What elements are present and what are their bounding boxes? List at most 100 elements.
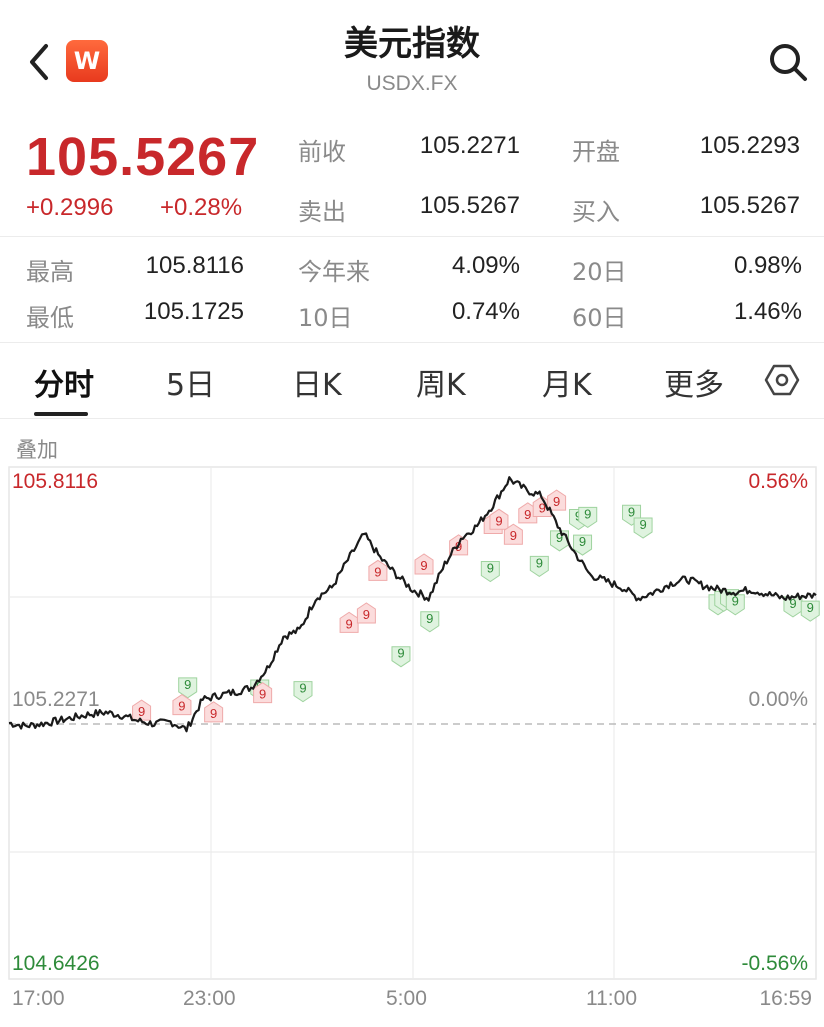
signal-marker-label: 9 xyxy=(732,594,739,609)
signal-marker-label: 9 xyxy=(510,528,517,543)
back-arrow-icon[interactable] xyxy=(24,40,54,84)
signal-marker-label: 9 xyxy=(807,600,814,615)
stats-panel: 最高 105.8116 今年来 4.09% 20日 0.98% 最低 105.1… xyxy=(0,240,824,340)
tab-weekly-k[interactable]: 周K xyxy=(416,368,466,403)
price-line xyxy=(8,476,817,733)
sell-signal-marker: 9 xyxy=(339,611,359,633)
page-title: 美元指数 xyxy=(344,24,480,64)
signal-marker-label: 9 xyxy=(374,564,381,579)
buy-signal-marker: 9 xyxy=(293,681,313,703)
divider xyxy=(0,418,824,419)
signal-marker-label: 9 xyxy=(495,513,502,528)
x-tick-label: 23:00 xyxy=(183,987,236,1010)
intraday-chart-svg: 9999999999999999999999999999999999 xyxy=(8,466,820,980)
sell-signal-marker: 9 xyxy=(532,495,552,518)
signal-marker-label: 9 xyxy=(210,706,217,721)
d10-label: 10日 xyxy=(298,304,353,332)
d60-value: 1.46% xyxy=(733,298,802,325)
buy-signal-marker: 9 xyxy=(725,594,745,616)
search-icon[interactable] xyxy=(766,40,810,84)
tab-intraday[interactable]: 分时 xyxy=(34,368,94,403)
settings-icon[interactable] xyxy=(764,362,800,398)
signal-marker-label: 9 xyxy=(397,646,404,661)
signal-marker-label: 9 xyxy=(178,699,185,714)
signal-marker-label: 9 xyxy=(789,596,796,611)
prev-close-value: 105.2271 xyxy=(419,132,520,159)
tab-more[interactable]: 更多 xyxy=(664,368,724,403)
buy-signal-marker: 9 xyxy=(549,530,569,552)
open-value: 105.2293 xyxy=(699,132,800,159)
signal-marker-label: 9 xyxy=(259,687,266,702)
buy-signal-marker: 9 xyxy=(480,561,500,583)
buy-signal-marker: 9 xyxy=(578,506,598,529)
bid-value: 105.5267 xyxy=(699,192,800,219)
open-label: 开盘 xyxy=(572,138,620,166)
signal-marker-label: 9 xyxy=(639,517,646,532)
y-min-label: 104.6426 xyxy=(12,952,100,975)
sell-signal-marker: 9 xyxy=(547,489,567,511)
current-price: 105.5267 xyxy=(26,127,260,187)
buy-signal-marker: 9 xyxy=(573,534,593,556)
sell-signal-marker: 9 xyxy=(253,682,273,704)
price-change: +0.2996 xyxy=(26,194,114,221)
signal-marker-label: 9 xyxy=(184,677,191,692)
x-tick-label: 16:59 xyxy=(759,987,812,1010)
intraday-chart: 9999999999999999999999999999999999 105.8… xyxy=(0,462,824,1027)
bid-label: 买入 xyxy=(572,198,620,226)
prev-close-label: 前收 xyxy=(298,138,346,166)
ask-label: 卖出 xyxy=(298,198,346,226)
sell-signal-marker: 9 xyxy=(503,523,523,545)
tab-5day[interactable]: 5日 xyxy=(166,368,216,403)
sell-signal-marker: 9 xyxy=(518,502,538,524)
signal-marker-label: 9 xyxy=(539,501,546,516)
signal-marker-label: 9 xyxy=(628,504,635,519)
ytd-label: 今年来 xyxy=(298,258,370,286)
sell-signal-marker: 9 xyxy=(489,508,509,530)
d60-label: 60日 xyxy=(572,304,627,332)
signal-marker-label: 9 xyxy=(536,555,543,570)
signal-marker-label: 9 xyxy=(487,561,494,576)
tab-monthly-k[interactable]: 月K xyxy=(542,368,592,403)
ask-value: 105.5267 xyxy=(419,192,520,219)
buy-signal-marker: 9 xyxy=(800,600,820,622)
sell-signal-marker: 9 xyxy=(356,602,376,624)
signal-marker-label: 9 xyxy=(553,494,560,509)
pct-ref-label: 0.00% xyxy=(748,688,808,711)
overlay-button[interactable]: 叠加 xyxy=(16,438,58,462)
signal-marker-label: 9 xyxy=(426,611,433,626)
active-tab-indicator xyxy=(34,412,88,416)
x-tick-label: 11:00 xyxy=(586,987,637,1010)
divider xyxy=(0,342,824,343)
sell-signal-marker: 9 xyxy=(368,559,388,581)
price-change-percent: +0.28% xyxy=(160,194,243,221)
x-tick-label: 17:00 xyxy=(12,987,65,1010)
y-ref-label: 105.2271 xyxy=(12,688,100,711)
header: W 美元指数 USDX.FX xyxy=(0,0,824,110)
sell-signal-marker: 9 xyxy=(414,553,434,575)
sell-signal-marker: 9 xyxy=(204,701,224,723)
tab-daily-k[interactable]: 日K xyxy=(292,368,342,403)
d20-label: 20日 xyxy=(572,258,627,286)
divider xyxy=(0,236,824,237)
low-label: 最低 xyxy=(26,304,74,332)
ytd-value: 4.09% xyxy=(451,252,520,279)
pct-max-label: 0.56% xyxy=(748,470,808,493)
high-label: 最高 xyxy=(26,258,74,286)
y-max-label: 105.8116 xyxy=(12,470,99,493)
d10-value: 0.74% xyxy=(451,298,520,325)
signal-marker-label: 9 xyxy=(363,607,370,622)
d20-value: 0.98% xyxy=(733,252,802,279)
sell-signal-marker: 9 xyxy=(132,699,152,721)
signal-marker-label: 9 xyxy=(584,506,591,521)
high-value: 105.8116 xyxy=(145,252,244,279)
low-value: 105.1725 xyxy=(143,298,244,325)
sell-signal-marker: 9 xyxy=(172,693,192,716)
buy-signal-marker: 9 xyxy=(420,611,440,633)
buy-signal-marker: 9 xyxy=(391,646,411,668)
buy-signal-marker: 9 xyxy=(633,517,653,539)
signal-marker-label: 9 xyxy=(579,534,586,549)
signal-marker-label: 9 xyxy=(345,616,352,631)
signal-marker-label: 9 xyxy=(299,681,306,696)
symbol-code: USDX.FX xyxy=(366,72,458,95)
pct-min-label: -0.56% xyxy=(741,952,808,975)
